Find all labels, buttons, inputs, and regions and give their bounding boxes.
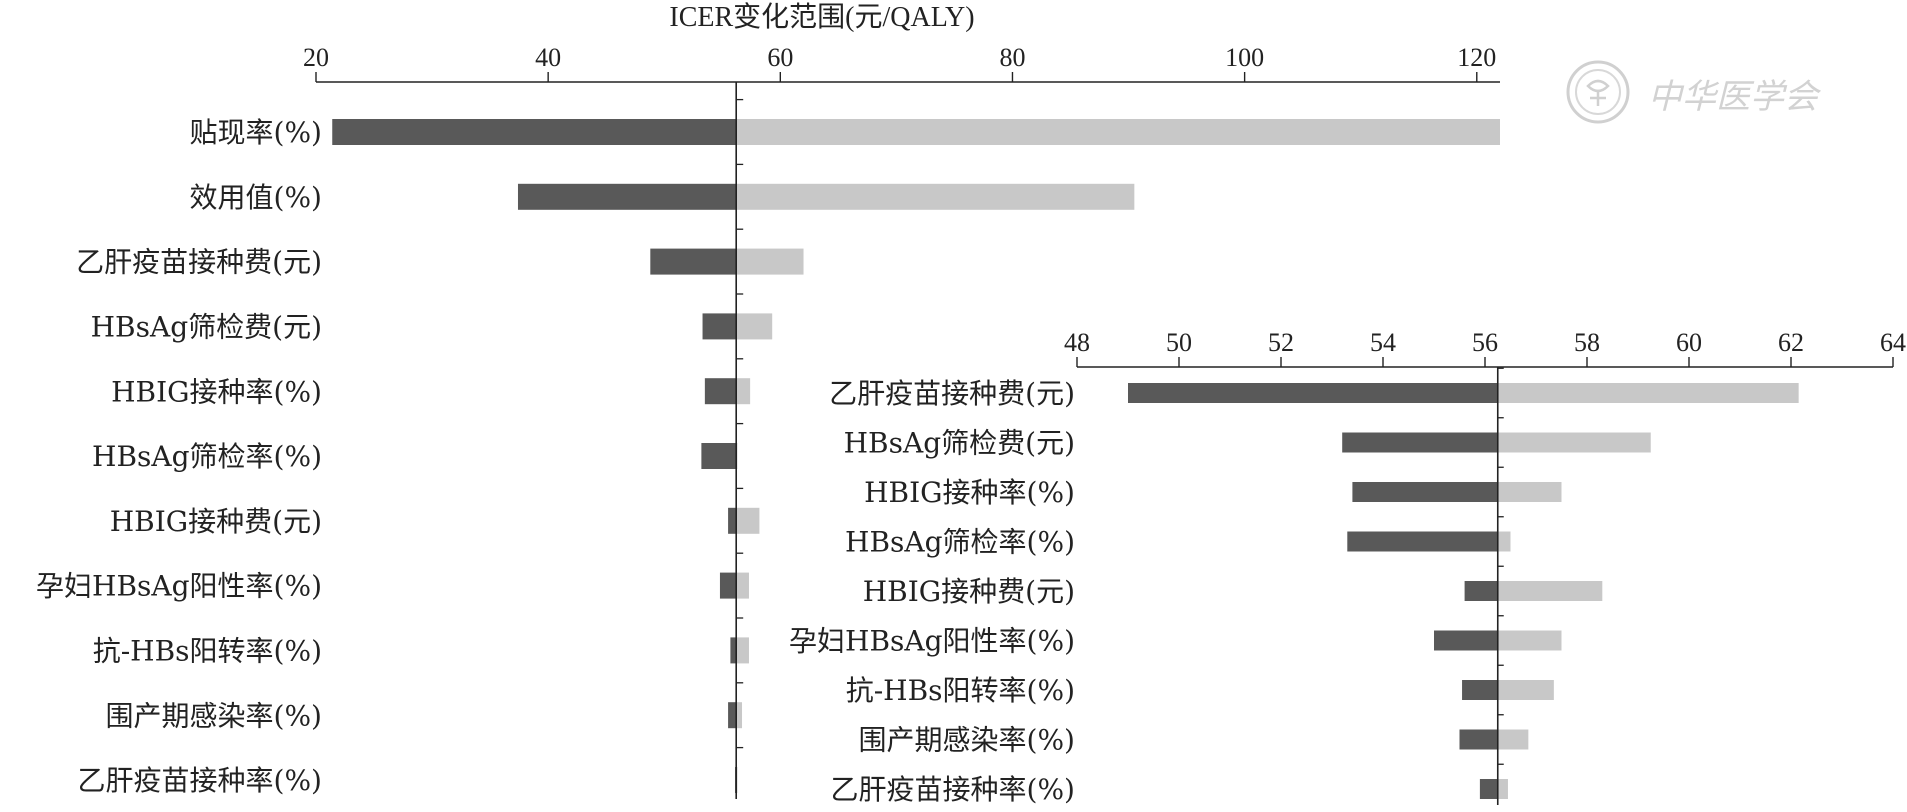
main-bar-high: [736, 572, 749, 599]
main-bar-high: [730, 637, 737, 664]
main-bar-low: [728, 507, 737, 534]
main-panel: 20 40 60 80 100 120 贴现率(%) 效用值(%) 乙肝疫苗接种费(元) HBsA…: [36, 43, 1500, 799]
inset-category-label: HBIG接种费(元): [863, 575, 1075, 608]
inset-x-tick-label: 64: [1880, 328, 1906, 357]
main-bar-high: [736, 119, 1500, 145]
inset-category-label: 孕妇HBsAg阳性率(%): [789, 625, 1075, 658]
inset-bar-high: [1479, 779, 1498, 799]
main-category-label: HBIG接种率(%): [111, 375, 322, 408]
inset-bar-high: [1497, 630, 1562, 651]
main-x-tick-label: 20: [303, 43, 329, 72]
main-category-label: 乙肝疫苗接种费(元): [76, 246, 322, 279]
inset-bar-high: [1462, 680, 1498, 700]
inset-bar-high: [1497, 531, 1511, 552]
inset-x-tick-label: 50: [1166, 328, 1192, 357]
main-x-tick-label: 120: [1457, 43, 1496, 72]
inset-bar-low: [1497, 680, 1554, 700]
main-bar-high: [728, 702, 737, 729]
inset-bar-high: [1497, 581, 1603, 601]
chart-title: ICER变化范围(元/QALY): [669, 1, 974, 33]
inset-bar-low: [1497, 779, 1508, 799]
main-bar-high: [736, 378, 751, 405]
inset-bar-high: [1459, 729, 1498, 750]
main-x-tick-label: 100: [1225, 43, 1264, 72]
inset-bar-high: [1497, 383, 1799, 403]
main-category-label: HBsAg筛检费(元): [91, 310, 322, 343]
main-bar-low: [736, 702, 743, 729]
main-bar-low: [701, 443, 737, 469]
inset-bar-low: [1497, 729, 1529, 750]
watermark: 中华医学会: [1566, 60, 1822, 124]
inset-category-label: 乙肝疫苗接种费(元): [829, 377, 1075, 410]
main-x-tick-label: 60: [767, 43, 793, 72]
inset-bar-low: [1342, 432, 1498, 453]
main-bar-low: [719, 572, 737, 599]
main-bar-low: [332, 119, 737, 145]
inset-bar-low: [1352, 482, 1498, 502]
main-bar-low: [702, 313, 737, 340]
inset-bar-low: [1464, 581, 1498, 601]
inset-bar-high: [1497, 432, 1651, 453]
main-bar-low: [650, 248, 737, 275]
main-bar-low: [704, 378, 737, 405]
inset-x-tick-label: 54: [1370, 328, 1396, 357]
main-bar-high: [736, 183, 1135, 210]
inset-category-label: HBsAg筛检费(元): [844, 427, 1075, 460]
main-category-label: 贴现率(%): [190, 116, 322, 149]
watermark-text: 中华医学会: [1648, 77, 1822, 117]
main-bar-high: [736, 507, 760, 534]
watermark-seal-icon: [1566, 60, 1630, 124]
inset-x-tick-label: 48: [1064, 328, 1090, 357]
inset-x-tick-label: 58: [1574, 328, 1600, 357]
inset-bar-high: [1497, 482, 1562, 502]
inset-category-label: 围产期感染率(%): [859, 724, 1075, 757]
main-category-label: 抗-HBs阳转率(%): [93, 634, 322, 667]
inset-bar-low: [1128, 383, 1498, 403]
main-bar-low: [736, 637, 749, 664]
inset-bar-low: [1347, 531, 1498, 552]
main-x-tick-label: 80: [999, 43, 1025, 72]
main-bar-high: [736, 248, 804, 275]
inset-x-tick-label: 56: [1472, 328, 1498, 357]
main-category-label: HBIG接种费(元): [110, 505, 322, 538]
main-category-label: HBsAg筛检率(%): [92, 440, 322, 473]
inset-bar-low: [1434, 630, 1498, 651]
inset-category-label: HBsAg筛检率(%): [845, 526, 1075, 559]
main-bar-high: [736, 313, 773, 340]
main-bar-low: [517, 183, 737, 210]
main-category-label: 效用值(%): [190, 181, 322, 214]
main-category-label: 乙肝疫苗接种率(%): [78, 764, 322, 797]
inset-x-tick-label: 62: [1778, 328, 1804, 357]
inset-x-tick-label: 52: [1268, 328, 1294, 357]
main-x-tick-label: 40: [535, 43, 561, 72]
inset-panel: 48 50 52 54 56 58 60 62 64 乙肝疫苗接种费(元) HBsAg筛检费(元) H…: [789, 328, 1906, 806]
main-category-label: 围产期感染率(%): [106, 699, 322, 732]
inset-category-label: 抗-HBs阳转率(%): [846, 674, 1075, 707]
inset-category-label: 乙肝疫苗接种率(%): [831, 773, 1075, 806]
inset-category-label: HBIG接种率(%): [864, 476, 1075, 509]
inset-x-tick-label: 60: [1676, 328, 1702, 357]
main-category-label: 孕妇HBsAg阳性率(%): [36, 570, 322, 603]
